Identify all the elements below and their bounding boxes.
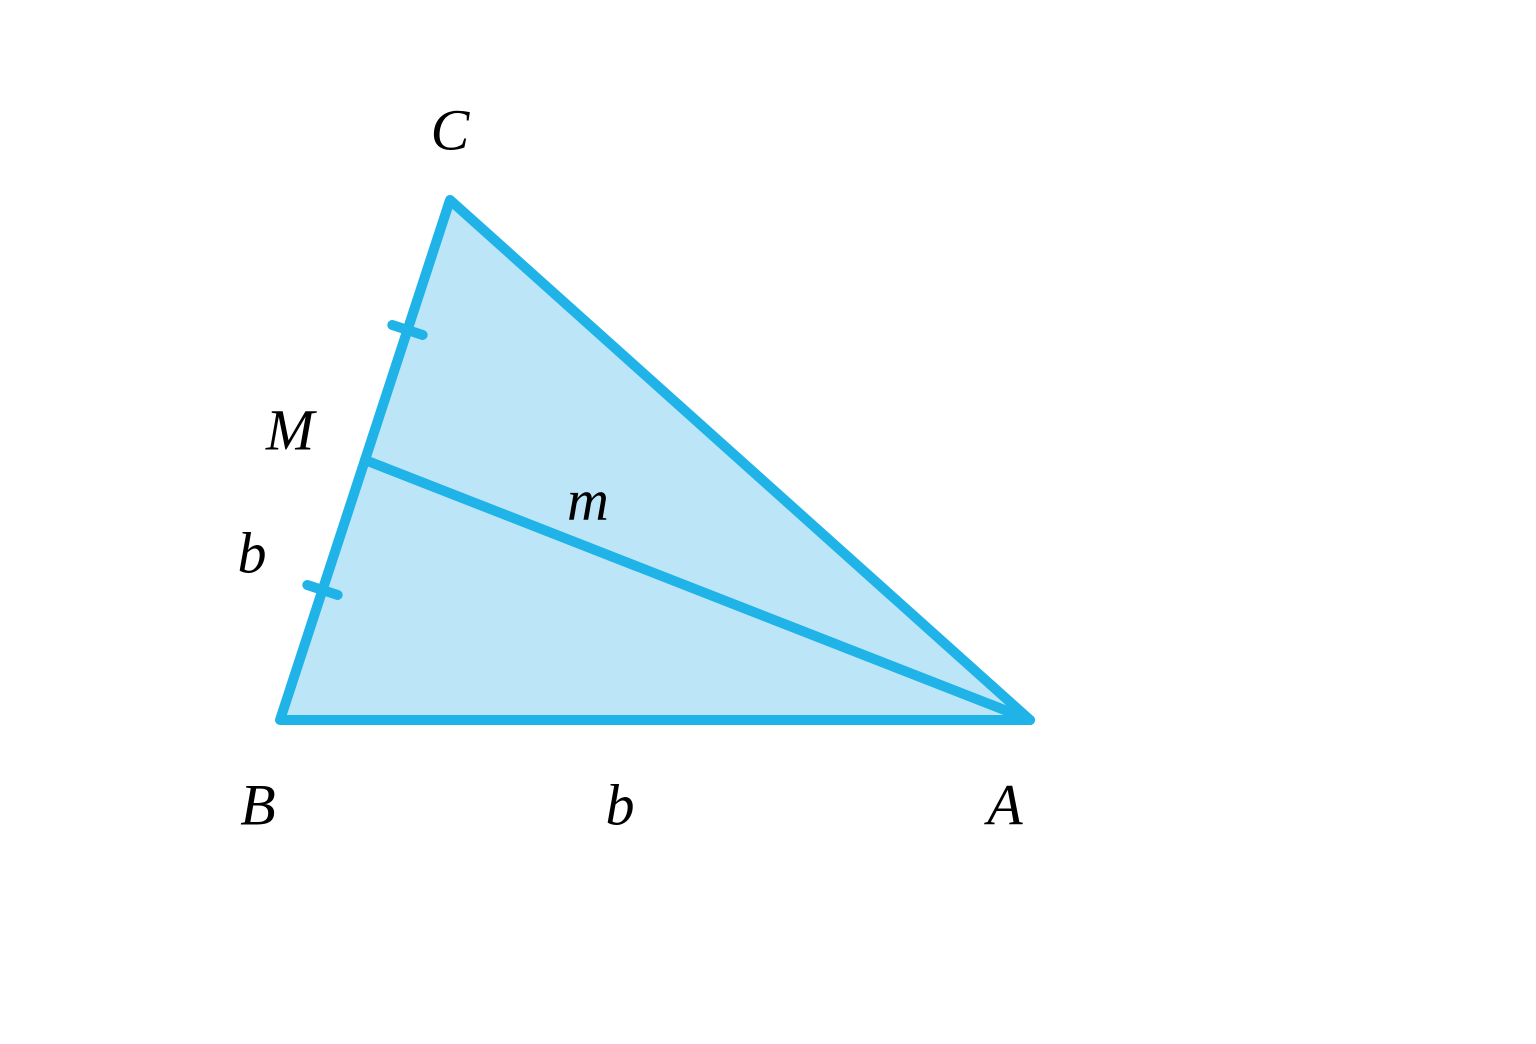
label-m-median: m xyxy=(567,467,609,534)
triangle-fill xyxy=(280,200,1030,720)
label-M: M xyxy=(266,397,314,464)
label-b-side: b xyxy=(238,520,267,587)
label-b-bottom: b xyxy=(606,772,635,839)
label-C: C xyxy=(431,97,470,164)
label-A: A xyxy=(987,772,1022,839)
triangle-shape xyxy=(280,200,1030,720)
triangle-diagram xyxy=(0,0,1536,1044)
label-B: B xyxy=(240,772,275,839)
